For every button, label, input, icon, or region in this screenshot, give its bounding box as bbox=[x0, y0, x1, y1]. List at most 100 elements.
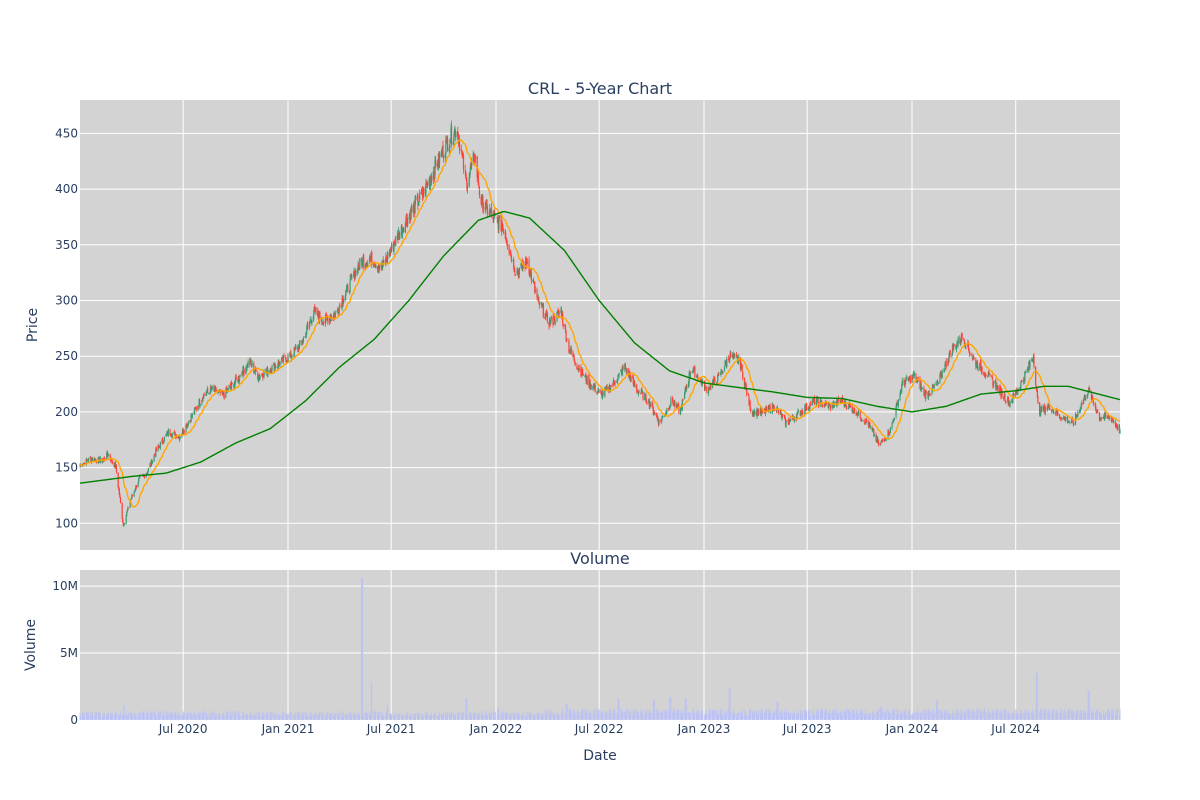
candle-body bbox=[405, 217, 408, 223]
candle-body bbox=[578, 368, 580, 371]
candle-body bbox=[302, 337, 304, 343]
price-plot-area bbox=[80, 100, 1120, 550]
candle-body bbox=[782, 414, 784, 417]
candle-body bbox=[458, 139, 461, 150]
candle-body bbox=[1105, 414, 1107, 418]
candle-body bbox=[162, 438, 164, 443]
candle-body bbox=[230, 382, 233, 388]
candle-body bbox=[438, 154, 441, 164]
candle-body bbox=[1019, 388, 1021, 390]
candle-body bbox=[525, 259, 527, 263]
candle-body bbox=[242, 366, 245, 370]
candle-body bbox=[282, 356, 285, 361]
candle-body bbox=[259, 376, 261, 379]
candle-body bbox=[805, 403, 808, 411]
candle-body bbox=[713, 377, 715, 379]
candle-body bbox=[621, 367, 624, 375]
candle-body bbox=[536, 289, 538, 298]
candle-body bbox=[313, 307, 315, 313]
candle-body bbox=[657, 417, 659, 422]
candle-body bbox=[600, 391, 603, 394]
candle-body bbox=[262, 374, 264, 378]
candle-body bbox=[1057, 411, 1059, 415]
candle-body bbox=[129, 501, 131, 508]
candle-body bbox=[245, 368, 247, 370]
candle-body bbox=[174, 432, 176, 438]
candle-body bbox=[592, 385, 595, 387]
candle-body bbox=[258, 376, 260, 380]
candle-body bbox=[526, 261, 528, 264]
candle-body bbox=[514, 270, 516, 273]
candle-body bbox=[1065, 417, 1067, 421]
candle-body bbox=[278, 362, 280, 364]
candle-body bbox=[702, 380, 704, 383]
candle-body bbox=[346, 284, 348, 286]
candle-body bbox=[1033, 355, 1035, 368]
candle-body bbox=[207, 388, 209, 392]
candle-body bbox=[660, 421, 662, 423]
candle-body bbox=[933, 385, 935, 388]
candle-body bbox=[688, 382, 690, 387]
candle-body bbox=[1112, 418, 1114, 422]
candle-body bbox=[913, 372, 915, 377]
candle-body bbox=[171, 433, 173, 437]
candle-body bbox=[245, 367, 247, 375]
candle-body bbox=[1029, 361, 1031, 368]
candle-body bbox=[450, 126, 453, 145]
candle-body bbox=[717, 374, 719, 382]
candle-body bbox=[538, 301, 540, 305]
candle-body bbox=[309, 321, 311, 328]
price-y-axis-label: Price bbox=[25, 308, 41, 342]
candle-body bbox=[1100, 418, 1102, 420]
candle-body bbox=[482, 206, 485, 210]
candle-body bbox=[448, 147, 450, 152]
candle-body bbox=[381, 263, 383, 268]
candle-body bbox=[314, 306, 316, 310]
candle-body bbox=[1093, 402, 1095, 405]
candle-body bbox=[646, 403, 648, 404]
price-y-tick-label: 450 bbox=[55, 126, 78, 140]
candle-body bbox=[418, 201, 420, 203]
candle-body bbox=[514, 274, 516, 276]
candle-body bbox=[342, 302, 344, 304]
candle-body bbox=[347, 286, 349, 293]
candle-body bbox=[165, 434, 167, 437]
candle-body bbox=[219, 389, 221, 394]
candle-body bbox=[884, 438, 886, 441]
candle-body bbox=[593, 386, 595, 389]
candle-body bbox=[851, 406, 853, 413]
candle-body bbox=[556, 311, 559, 314]
candle-body bbox=[893, 420, 895, 422]
candle-body bbox=[746, 389, 748, 395]
candle-body bbox=[1070, 419, 1073, 424]
candle-body bbox=[860, 419, 862, 421]
candle-body bbox=[645, 393, 647, 402]
candle-body bbox=[115, 465, 118, 473]
candle-body bbox=[449, 141, 452, 143]
candle-body bbox=[349, 279, 351, 292]
candle-body bbox=[497, 218, 499, 220]
candle-body bbox=[690, 372, 692, 373]
candle-body bbox=[888, 430, 890, 435]
candle-body bbox=[880, 441, 882, 443]
candle-body bbox=[584, 375, 586, 377]
candle-body bbox=[251, 363, 253, 366]
candle-body bbox=[493, 212, 495, 222]
candle-body bbox=[733, 354, 735, 356]
candle-body bbox=[107, 454, 110, 456]
candle-body bbox=[305, 332, 307, 338]
candle-body bbox=[889, 427, 891, 433]
candle-body bbox=[901, 380, 903, 386]
candle-body bbox=[375, 264, 377, 269]
candle-body bbox=[371, 252, 373, 265]
candle-body bbox=[828, 403, 830, 405]
candle-body bbox=[544, 313, 547, 319]
candle-body bbox=[873, 434, 875, 437]
candle-body bbox=[334, 312, 336, 317]
candle-body bbox=[350, 275, 352, 280]
candle-body bbox=[884, 439, 886, 441]
price-y-tick-label: 400 bbox=[55, 182, 78, 196]
candle-body bbox=[644, 394, 646, 401]
price-y-tick-label: 100 bbox=[55, 516, 78, 530]
candle-body bbox=[1055, 412, 1057, 414]
